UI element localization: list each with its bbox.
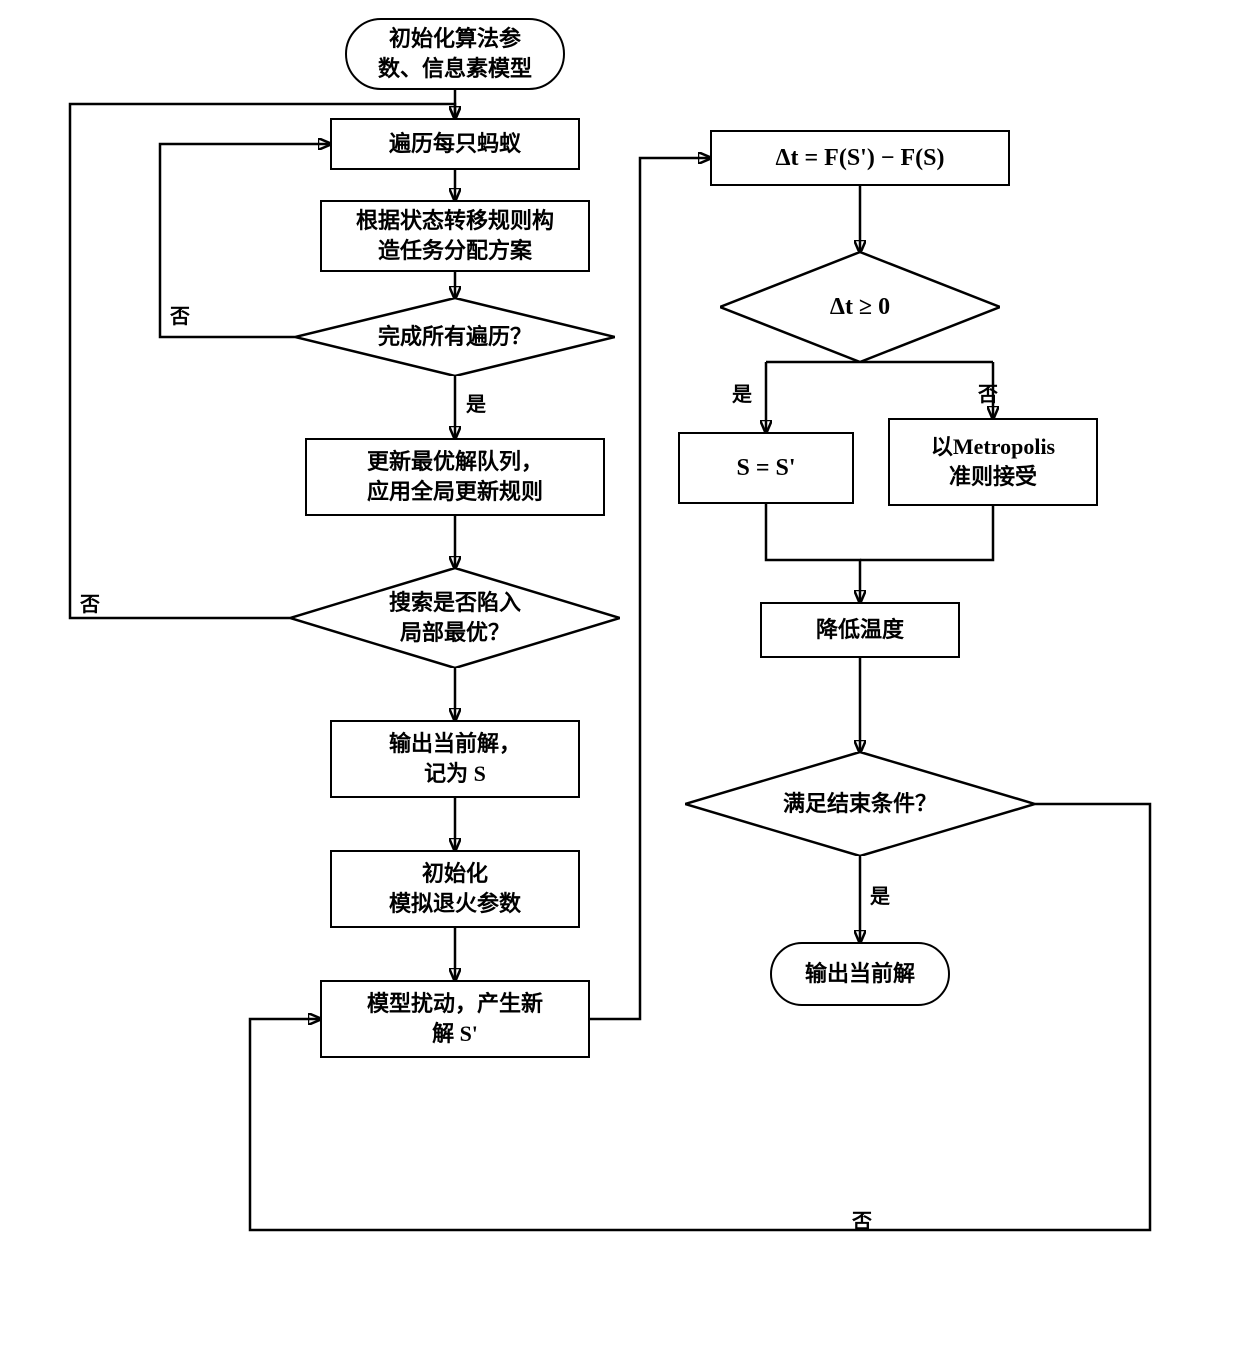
node-construct: 根据状态转移规则构造任务分配方案 [320,200,590,272]
node-perturb: 模型扰动，产生新解 S' [320,980,590,1058]
label-l_end_yes: 是 [870,880,890,909]
label-l_dt_no: 否 [978,378,998,407]
node-update: 更新最优解队列，应用全局更新规则 [305,438,605,516]
label-l_end_no: 否 [852,1205,872,1234]
node-cool: 降低温度 [760,602,960,658]
node-d_end-label: 满足结束条件？ [685,752,1035,856]
node-start: 初始化算法参数、信息素模型 [345,18,565,90]
node-d_done: 完成所有遍历？ [295,298,615,376]
label-l_done_no: 否 [170,300,190,329]
node-ss: S = S' [678,432,854,504]
node-d_dt: Δt ≥ 0 [720,252,1000,362]
node-initSA: 初始化模拟退火参数 [330,850,580,928]
edges-layer [0,0,1240,1358]
node-output: 输出当前解 [770,942,950,1006]
node-outS: 输出当前解，记为 S [330,720,580,798]
flowchart-canvas: 初始化算法参数、信息素模型遍历每只蚂蚁根据状态转移规则构造任务分配方案完成所有遍… [0,0,1240,1358]
node-d_local-label: 搜索是否陷入局部最优？ [290,568,620,668]
node-d_done-label: 完成所有遍历？ [295,298,615,376]
node-metro: 以Metropolis准则接受 [888,418,1098,506]
label-l_local_no: 否 [80,588,100,617]
label-l_done_yes: 是 [466,388,486,417]
node-d_local: 搜索是否陷入局部最优？ [290,568,620,668]
node-traverse: 遍历每只蚂蚁 [330,118,580,170]
node-d_end: 满足结束条件？ [685,752,1035,856]
node-d_dt-label: Δt ≥ 0 [720,252,1000,362]
label-l_dt_yes: 是 [732,378,752,407]
node-delta: Δt = F(S') − F(S) [710,130,1010,186]
